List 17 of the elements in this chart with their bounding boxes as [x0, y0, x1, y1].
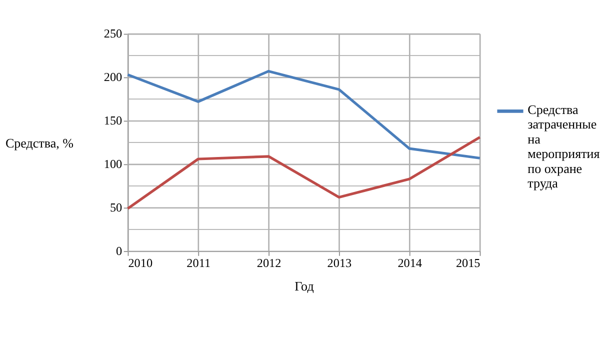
x-tick-label: 2014: [398, 256, 422, 270]
y-tick-label: 100: [104, 157, 122, 172]
y-tick-label: 50: [110, 200, 122, 215]
y-tick-label: 200: [104, 70, 122, 84]
x-tick-label: 2012: [256, 256, 282, 270]
y-tick-label: 250: [104, 26, 122, 41]
line-series: [126, 70, 482, 160]
x-tick-label: 2010: [128, 256, 153, 270]
x-tick-label: 2013: [327, 256, 352, 270]
y-tick-label: 150: [104, 114, 122, 128]
y-tick-label: 0: [116, 244, 122, 258]
x-tick-label: 2015: [456, 256, 480, 270]
y-axis-title: Средства, %: [5, 135, 74, 150]
x-tick-label: 2011: [186, 256, 211, 270]
legend-label: Средства затраченные на мероприятия по охране труда: [528, 102, 600, 191]
line-series: [126, 136, 482, 210]
x-axis-title: Год: [294, 278, 314, 294]
